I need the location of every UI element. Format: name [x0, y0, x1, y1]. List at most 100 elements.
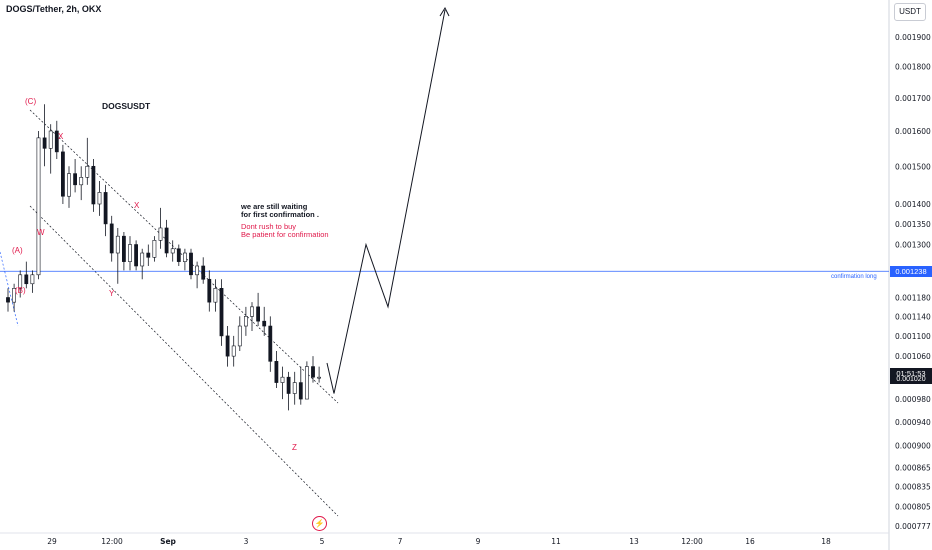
candle-body [219, 288, 224, 337]
candle-body [195, 265, 200, 276]
candle-body [91, 165, 96, 205]
y-tick-label: 0.000900 [895, 442, 931, 451]
countdown-tag: 01:51:53 [890, 368, 932, 379]
projected-path[interactable] [326, 6, 450, 394]
candle-body [268, 325, 273, 362]
wave-label-c[interactable]: (C) [25, 97, 37, 106]
candle-body [115, 235, 120, 254]
projection-arrowhead [439, 6, 450, 17]
y-tick-label: 0.000805 [895, 503, 931, 512]
candle-body [213, 288, 218, 303]
candle-body [152, 240, 157, 258]
candles [6, 104, 322, 411]
candle-body [170, 248, 175, 254]
candle-body [231, 345, 236, 357]
x-axis-ticks: 29 12:00 Sep 3 5 7 9 11 13 12:00 16 18 [47, 537, 831, 546]
y-tick-label: 0.001300 [895, 241, 931, 250]
candle-body [128, 244, 132, 262]
x-tick-label: 12:00 [681, 537, 703, 546]
currency-button[interactable]: USDT [894, 3, 926, 21]
y-tick-label: 0.001800 [895, 63, 931, 72]
wave-label-x2[interactable]: X [134, 201, 140, 210]
annotation-waiting[interactable]: we are still waiting for first confirmat… [241, 203, 319, 219]
x-tick-label: 18 [821, 537, 831, 546]
candle-body [280, 376, 285, 383]
x-tick-label: 7 [398, 537, 403, 546]
y-tick-label: 0.000940 [895, 418, 931, 427]
x-tick-label: Sep [160, 537, 176, 546]
candle-body [146, 252, 151, 258]
y-tick-label: 0.001700 [895, 94, 931, 103]
wave-label-z[interactable]: Z [292, 443, 297, 452]
candle-body [176, 248, 181, 262]
y-tick-label: 0.001180 [895, 293, 931, 302]
x-tick-label: 12:00 [101, 537, 123, 546]
candle-body [140, 252, 145, 267]
candle-body [262, 320, 267, 327]
annotation-waiting-line2: for first confirmation . [241, 210, 319, 219]
y-tick-label: 0.000777 [895, 522, 931, 531]
candle-body [225, 335, 230, 357]
x-tick-label: 29 [47, 537, 57, 546]
x-tick-label: 16 [745, 537, 755, 546]
candle-body [244, 316, 248, 327]
candle-body [201, 265, 206, 280]
x-tick-label: 13 [629, 537, 639, 546]
candle-body [97, 192, 102, 205]
y-tick-label: 0.001100 [895, 332, 931, 341]
candle-body [237, 325, 242, 347]
y-tick-label: 0.001140 [895, 312, 931, 321]
y-axis-ticks: 0.001900 0.001800 0.001700 0.001600 0.001500… [895, 33, 931, 531]
y-tick-label: 0.001350 [895, 220, 931, 229]
candle-body [60, 151, 65, 197]
y-tick-label: 0.001600 [895, 127, 931, 136]
confirmation-label: confirmation long [831, 274, 877, 280]
candle-body [18, 274, 23, 289]
candle-body [24, 274, 29, 285]
wave-label-y[interactable]: Y [109, 289, 115, 298]
candle-body [183, 252, 187, 262]
candle-body [36, 137, 41, 276]
candle-body [164, 227, 169, 254]
candle-body [134, 244, 139, 267]
candle-body [158, 227, 163, 241]
candle-body [286, 376, 291, 394]
wave-label-w[interactable]: W [37, 228, 45, 237]
current-price-tag: 0.001020 [890, 376, 932, 384]
x-tick-label: 9 [476, 537, 481, 546]
candle-body [189, 252, 193, 276]
candle-body [109, 223, 114, 254]
candle-body [103, 192, 108, 225]
x-tick-label: 3 [244, 537, 249, 546]
left-channel-line [0, 251, 19, 327]
candle-body [250, 306, 254, 317]
projection-polyline [326, 9, 446, 394]
candle-body [67, 173, 71, 197]
wave-label-b[interactable]: (B) [15, 286, 26, 295]
candle-body [85, 165, 90, 178]
candle-body [274, 361, 279, 383]
candle-body [311, 366, 315, 378]
y-tick-label: 0.000980 [895, 395, 931, 404]
y-tick-label: 0.000835 [895, 483, 931, 492]
y-tick-label: 0.001400 [895, 200, 931, 209]
wave-label-a[interactable]: (A) [12, 246, 23, 255]
candle-body [73, 173, 78, 186]
wave-label-x1[interactable]: X [58, 132, 64, 141]
y-tick-label: 0.001060 [895, 352, 931, 361]
candle-body [42, 137, 47, 149]
candle-body [79, 177, 84, 186]
annotation-rush[interactable]: Dont rush to buy Be patient for confirma… [241, 223, 329, 239]
candle-body [317, 376, 322, 379]
candle-body [122, 235, 126, 262]
candle-body [12, 288, 17, 303]
candle-body [48, 130, 53, 149]
lightning-icon[interactable]: ⚡ [312, 516, 327, 531]
candle-body [54, 130, 59, 153]
candle-body [207, 278, 212, 303]
y-tick-label: 0.001500 [895, 162, 931, 171]
chart-title: DOGS/Tether, 2h, OKX [6, 4, 102, 14]
x-tick-label: 11 [551, 537, 561, 546]
